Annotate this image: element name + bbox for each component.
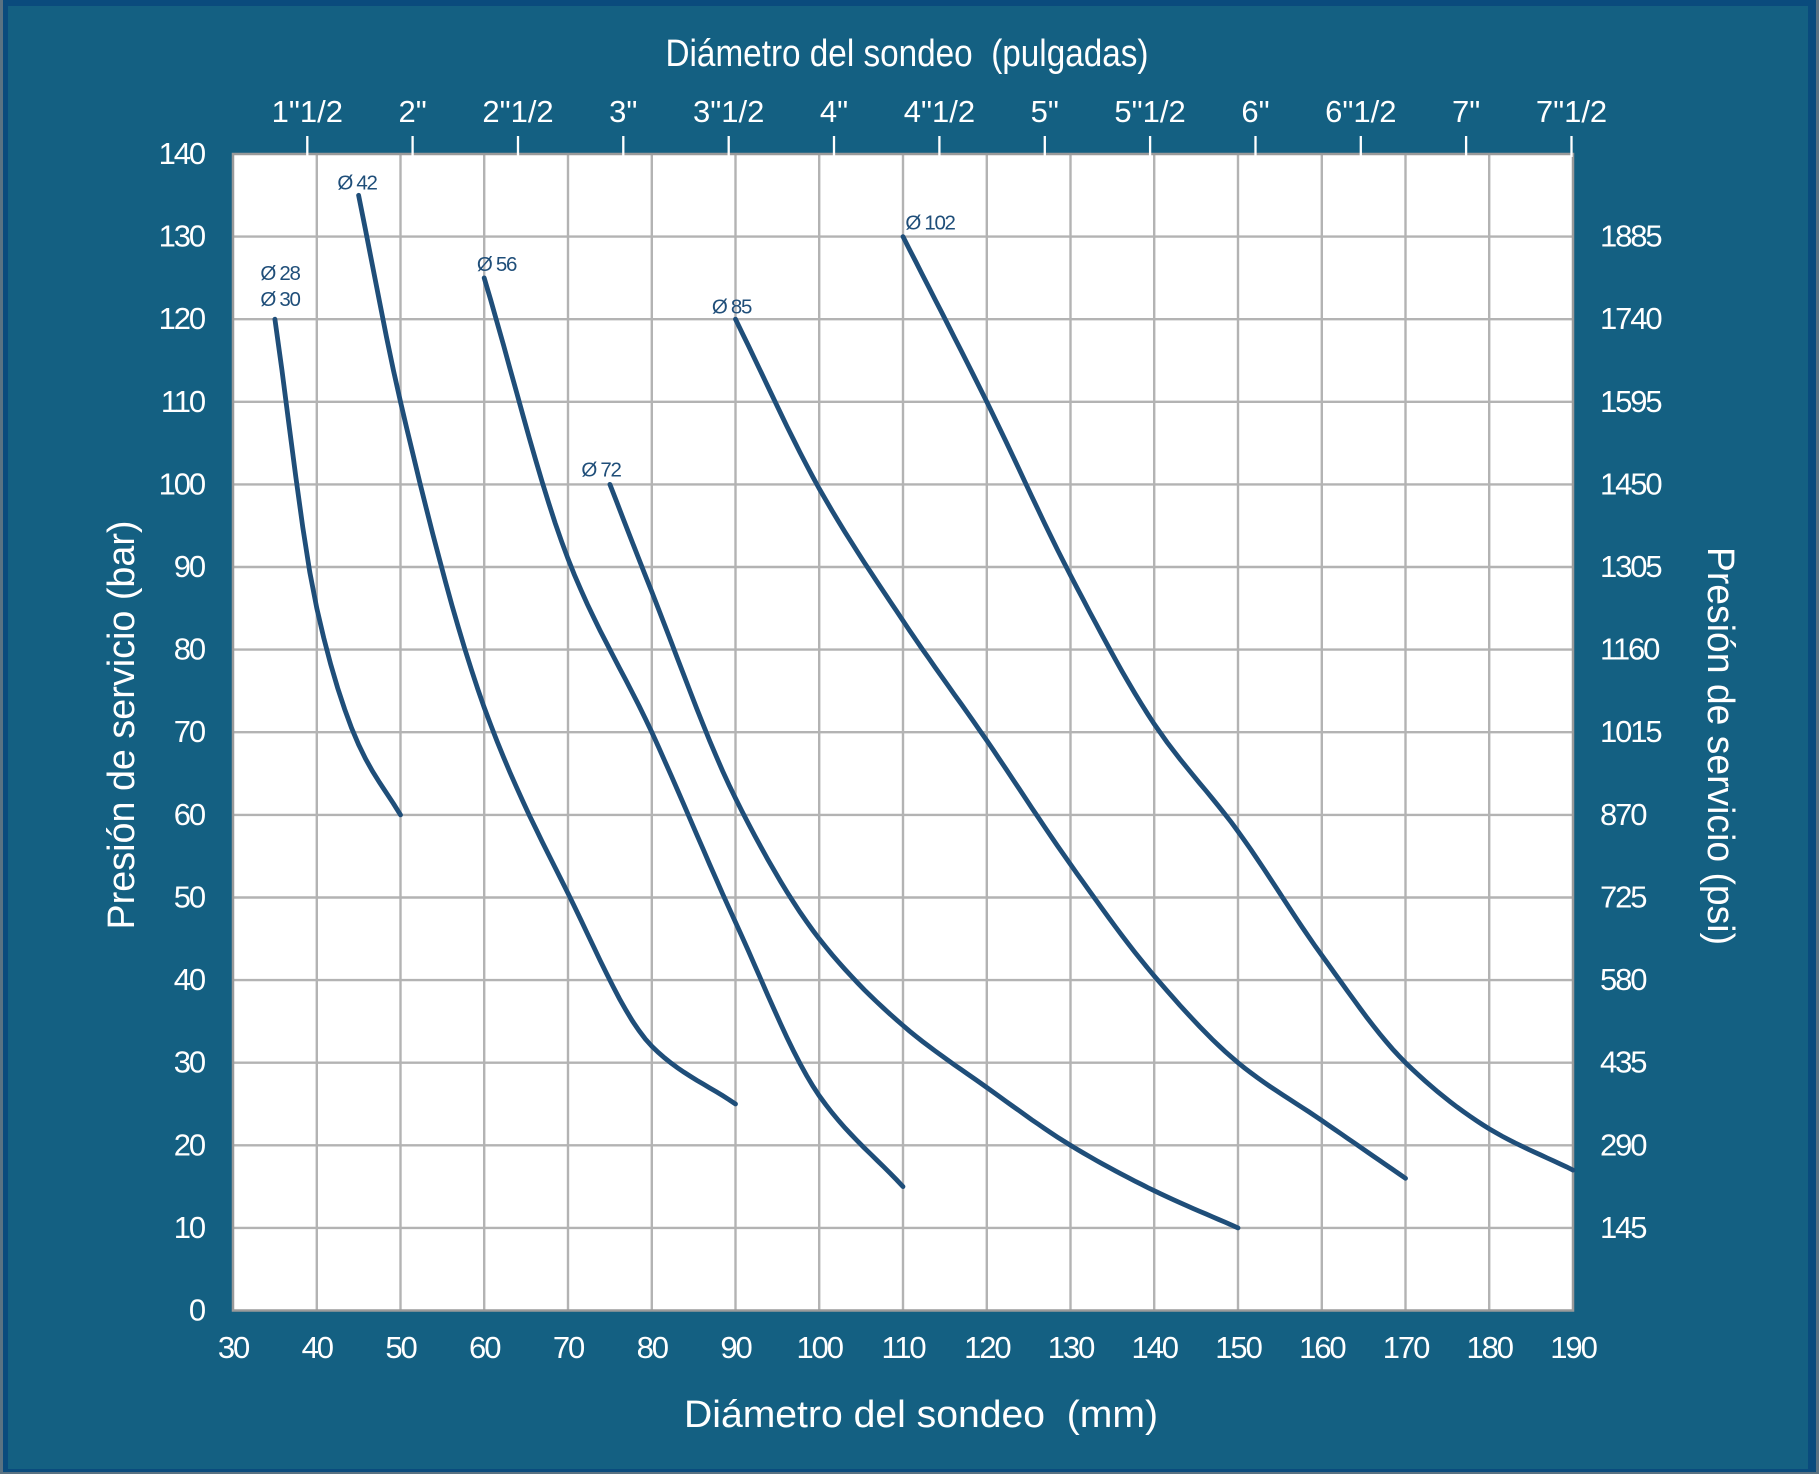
svg-text:3": 3" [609,94,637,129]
svg-text:30: 30 [218,1330,250,1365]
svg-text:145: 145 [1600,1210,1646,1245]
svg-text:120: 120 [159,301,206,336]
svg-text:Ø 56: Ø 56 [477,253,517,276]
svg-text:70: 70 [174,714,206,749]
svg-text:60: 60 [469,1330,501,1365]
svg-text:40: 40 [174,962,206,997]
svg-text:Ø 30: Ø 30 [260,288,300,311]
svg-text:7"1/2: 7"1/2 [1536,94,1607,129]
svg-text:Ø 72: Ø 72 [581,458,621,481]
svg-text:170: 170 [1383,1330,1430,1365]
svg-text:90: 90 [174,549,206,584]
svg-text:1"1/2: 1"1/2 [272,94,343,129]
svg-text:725: 725 [1600,880,1646,915]
svg-text:Diámetro del sondeo (mm): Diámetro del sondeo (mm) [684,1394,1158,1436]
svg-text:7": 7" [1452,94,1480,129]
svg-text:Presión de servicio (psi): Presión de servicio (psi) [1699,547,1741,945]
svg-text:2": 2" [398,94,426,129]
svg-text:50: 50 [174,880,206,915]
svg-text:100: 100 [159,466,206,501]
svg-text:1015: 1015 [1600,714,1661,749]
svg-text:10: 10 [174,1210,206,1245]
svg-text:1160: 1160 [1600,632,1660,667]
svg-text:5"1/2: 5"1/2 [1114,94,1185,129]
svg-text:30: 30 [174,1045,206,1080]
svg-text:190: 190 [1550,1330,1597,1365]
svg-text:130: 130 [159,219,206,254]
svg-text:110: 110 [161,384,206,419]
svg-text:1595: 1595 [1600,384,1661,419]
svg-text:90: 90 [720,1330,752,1365]
svg-text:20: 20 [174,1127,206,1162]
svg-text:290: 290 [1600,1127,1647,1162]
svg-text:70: 70 [553,1330,585,1365]
svg-text:Ø 102: Ø 102 [905,212,955,235]
svg-text:1885: 1885 [1600,219,1661,254]
svg-text:2"1/2: 2"1/2 [482,94,553,129]
svg-text:6"1/2: 6"1/2 [1325,94,1396,129]
svg-text:50: 50 [385,1330,417,1365]
svg-text:4"1/2: 4"1/2 [904,94,975,129]
svg-text:40: 40 [302,1330,334,1365]
svg-text:Diámetro del sondeo (pulgadas: Diámetro del sondeo (pulgadas) [666,33,1149,75]
svg-text:4": 4" [820,94,848,129]
svg-text:110: 110 [881,1330,926,1365]
svg-text:580: 580 [1600,962,1647,997]
svg-text:100: 100 [796,1330,843,1365]
svg-text:Ø 28: Ø 28 [260,262,300,285]
svg-text:180: 180 [1466,1330,1513,1365]
svg-text:130: 130 [1048,1330,1095,1365]
svg-text:120: 120 [964,1330,1011,1365]
svg-text:3"1/2: 3"1/2 [693,94,764,129]
svg-text:Ø 42: Ø 42 [337,172,377,195]
svg-text:6": 6" [1241,94,1269,129]
svg-text:1740: 1740 [1600,301,1662,336]
svg-text:Ø 85: Ø 85 [712,296,752,319]
svg-text:150: 150 [1215,1330,1262,1365]
svg-text:435: 435 [1600,1045,1646,1080]
svg-text:5": 5" [1031,94,1059,129]
svg-text:140: 140 [1131,1330,1178,1365]
svg-text:80: 80 [174,632,206,667]
svg-text:0: 0 [189,1293,206,1328]
svg-text:870: 870 [1600,797,1647,832]
svg-text:60: 60 [174,797,206,832]
svg-text:80: 80 [637,1330,669,1365]
svg-text:1305: 1305 [1600,549,1661,584]
svg-text:1450: 1450 [1600,466,1662,501]
svg-text:160: 160 [1299,1330,1346,1365]
svg-text:140: 140 [159,136,206,171]
svg-text:Presión de servicio (bar): Presión de servicio (bar) [101,521,143,930]
